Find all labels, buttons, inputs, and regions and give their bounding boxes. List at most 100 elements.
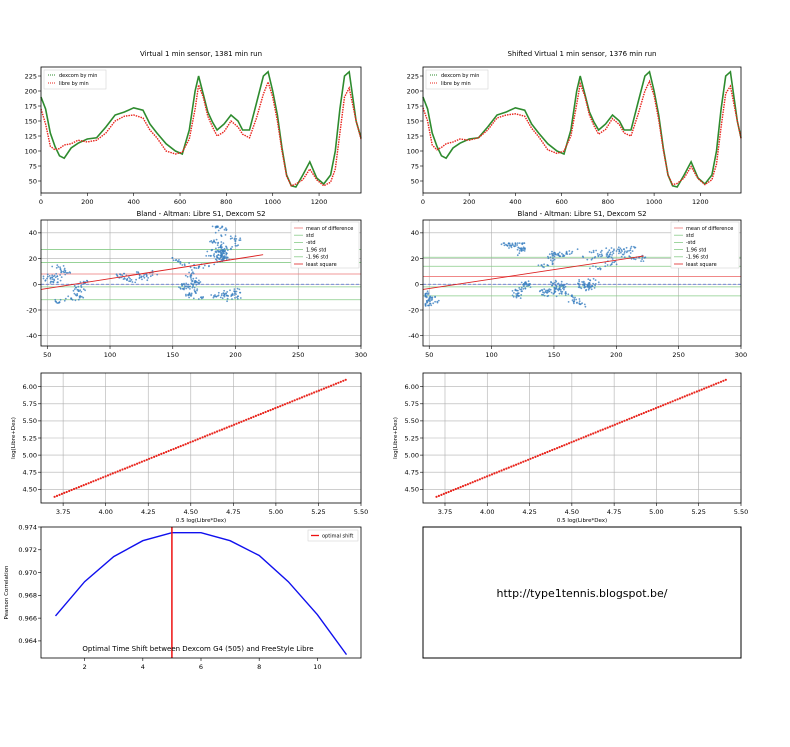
- scatter-point: [86, 279, 88, 282]
- scatter-point: [511, 290, 514, 292]
- scatter-point: [70, 297, 72, 300]
- scatter-point: [604, 265, 607, 268]
- scatter-point: [64, 273, 67, 276]
- scatter-point: [42, 277, 45, 280]
- scatter-point: [724, 378, 727, 381]
- scatter-point: [424, 294, 427, 297]
- scatter-point: [581, 281, 583, 283]
- scatter-point: [202, 267, 205, 269]
- scatter-point: [424, 302, 427, 305]
- scatter-point: [71, 299, 74, 301]
- scatter-point: [233, 294, 236, 296]
- scatter-point: [79, 281, 82, 283]
- scatter-point: [545, 289, 547, 292]
- scatter-point: [334, 382, 338, 385]
- scatter-point: [539, 289, 542, 292]
- scatter-point: [561, 252, 563, 255]
- scatter-point: [508, 247, 510, 249]
- scatter-point: [683, 395, 686, 398]
- scatter-point: [137, 271, 140, 273]
- scatter-point: [617, 246, 620, 249]
- scatter-point: [599, 267, 602, 270]
- scatter-point: [65, 272, 68, 274]
- scatter-point: [573, 298, 576, 301]
- scatter-point: [560, 445, 564, 448]
- scatter-point: [120, 273, 122, 276]
- scatter-point: [214, 241, 217, 244]
- scatter-point: [217, 251, 220, 253]
- y-tick-label: -40: [408, 332, 419, 340]
- scatter-point: [434, 296, 436, 298]
- scatter-point: [300, 396, 304, 399]
- bland-altman-chart-right: Bland - Altman: Libre S1, Dexcom S2 50 100…: [408, 210, 747, 359]
- scatter-point: [279, 405, 282, 408]
- scatter-point: [223, 250, 226, 253]
- blog-link[interactable]: http://type1tennis.blogspot.be/: [496, 587, 667, 600]
- chart-title: Shifted Virtual 1 min sensor, 1376 min r…: [508, 50, 657, 58]
- x-tick-label: 100: [485, 351, 497, 359]
- scatter-point: [520, 290, 523, 293]
- scatter-point: [74, 299, 77, 302]
- scatter-point: [552, 259, 554, 262]
- scatter-point: [604, 427, 607, 430]
- scatter-point: [191, 269, 193, 271]
- scatter-point: [42, 275, 45, 278]
- scatter-point: [125, 278, 128, 281]
- scatter-point: [178, 259, 180, 261]
- scatter-point: [226, 291, 229, 293]
- scatter-point: [584, 435, 588, 438]
- scatter-point: [647, 409, 650, 413]
- scatter-point: [642, 260, 645, 262]
- scatter-point: [520, 250, 523, 252]
- scatter-point: [609, 253, 611, 256]
- scatter-point: [223, 247, 226, 250]
- scatter-point: [576, 301, 578, 304]
- scatter-point: [221, 250, 224, 252]
- scatter-point: [583, 303, 586, 306]
- y-tick-label: 175: [407, 102, 419, 110]
- scatter-point: [247, 417, 250, 420]
- scatter-point: [192, 297, 195, 300]
- scatter-point: [597, 254, 600, 257]
- scatter-point: [58, 301, 61, 303]
- scatter-point: [555, 295, 558, 298]
- scatter-point: [572, 301, 575, 303]
- x-tick-label: 5.00: [649, 508, 663, 516]
- scatter-point: [169, 448, 173, 452]
- scatter-point: [592, 277, 595, 280]
- scatter-point: [618, 421, 621, 424]
- scatter-point: [205, 255, 208, 257]
- scatter-point: [618, 248, 621, 251]
- scatter-point: [427, 304, 429, 307]
- scatter-point: [191, 286, 194, 289]
- scatter-point: [510, 245, 512, 247]
- scatter-point: [129, 277, 131, 280]
- scatter-point: [547, 255, 549, 258]
- y-tick-label: 0: [415, 281, 419, 289]
- scatter-point: [224, 227, 227, 230]
- scatter-point: [179, 287, 182, 289]
- legend: optimal shift: [307, 529, 359, 542]
- scatter-point: [707, 385, 711, 388]
- x-tick-label: 1000: [264, 198, 281, 206]
- scatter-point: [231, 292, 234, 295]
- scatter-point: [317, 389, 321, 392]
- scatter-point: [79, 289, 82, 292]
- scatter-point: [580, 303, 582, 305]
- scatter-point: [51, 274, 54, 277]
- scatter-point: [717, 381, 720, 384]
- scatter-point: [220, 252, 222, 255]
- scatter-point: [576, 248, 579, 251]
- scatter-point: [594, 284, 596, 287]
- scatter-point: [135, 278, 138, 281]
- scatter-point: [583, 284, 585, 287]
- scatter-point: [182, 444, 185, 447]
- scatter-point: [522, 249, 525, 252]
- x-tick-label: 4.25: [522, 508, 536, 516]
- scatter-point: [605, 253, 608, 256]
- y-tick-label: 6.00: [405, 383, 419, 391]
- scatter-point: [566, 282, 568, 285]
- scatter-point: [185, 293, 187, 296]
- scatter-point: [237, 244, 240, 247]
- scatter-point: [121, 274, 124, 277]
